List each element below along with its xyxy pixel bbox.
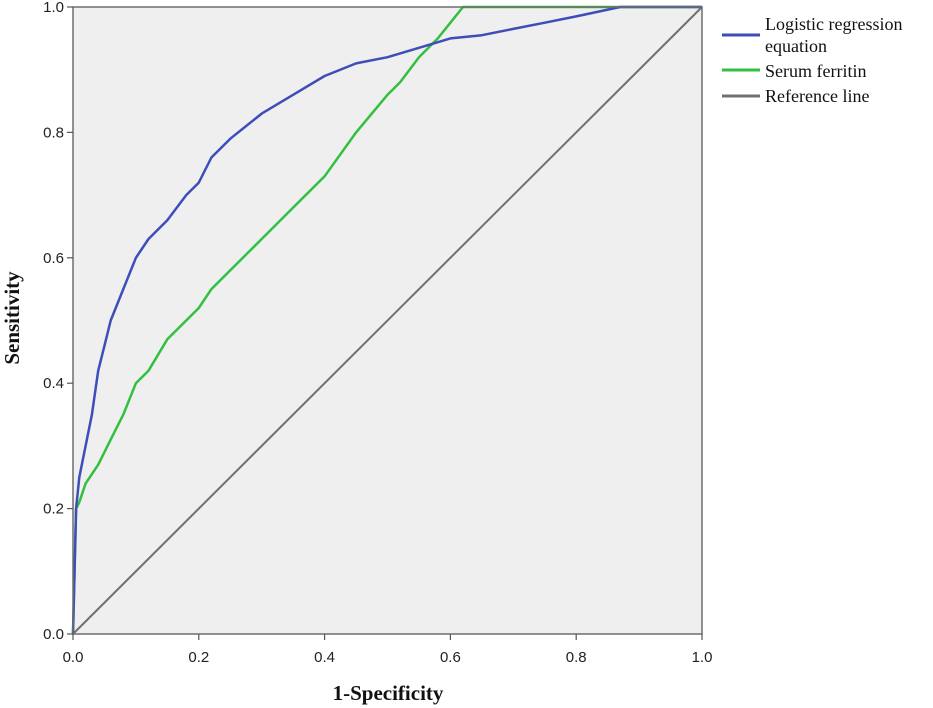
legend-label-reference: Reference line bbox=[765, 86, 869, 106]
series-line-logistic-regression-equation bbox=[71, 5, 702, 635]
legend-label-ferritin: Serum ferritin bbox=[765, 61, 866, 81]
series-line-reference-line bbox=[72, 6, 703, 635]
y-tick-label: 0.4 bbox=[43, 375, 64, 392]
y-tick-label: 0.0 bbox=[43, 626, 64, 643]
y-tick-label: 1.0 bbox=[43, 0, 64, 16]
y-axis-title: Sensitivity bbox=[0, 271, 24, 365]
axes-layer: 0.0 0.2 0.4 0.6 0.8 1.0 0.0 0.2 0.4 0.6 0.8 1.0 bbox=[43, 0, 712, 666]
plot-frame bbox=[72, 6, 703, 635]
legend-label-logistic-line2: equation bbox=[765, 36, 827, 56]
y-tick-label: 0.6 bbox=[43, 250, 64, 267]
y-tick-label: 0.2 bbox=[43, 501, 64, 518]
x-tick-label: 0.0 bbox=[63, 649, 84, 666]
x-tick-label: 0.4 bbox=[314, 649, 335, 666]
x-tick-label: 0.6 bbox=[440, 649, 461, 666]
y-tick-label: 0.8 bbox=[43, 124, 64, 141]
x-tick-label: 0.2 bbox=[188, 649, 209, 666]
x-tick-label: 1.0 bbox=[692, 649, 713, 666]
x-tick-label: 0.8 bbox=[566, 649, 587, 666]
x-axis-title: 1-Specificity bbox=[333, 681, 444, 705]
legend-label-logistic-line1: Logistic regression bbox=[765, 14, 902, 34]
legend: Logistic regression equation Serum ferri… bbox=[722, 14, 902, 106]
